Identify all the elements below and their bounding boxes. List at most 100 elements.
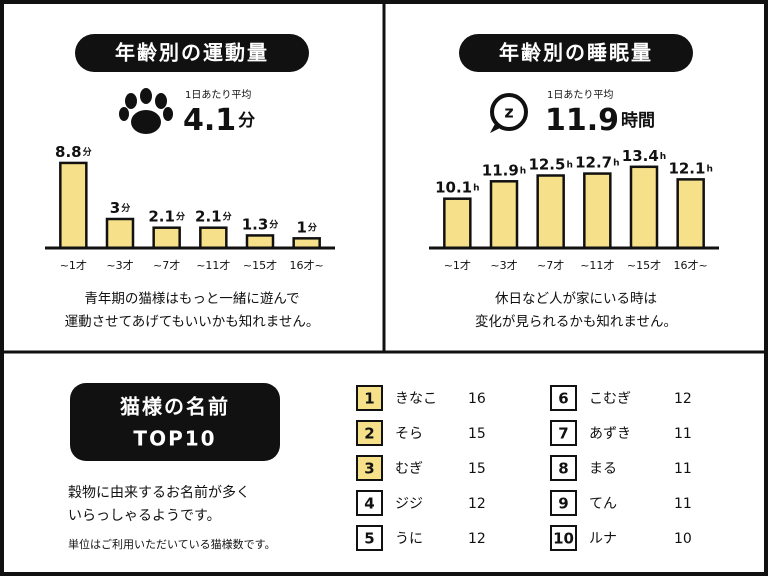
cat-name: そら (395, 426, 423, 442)
bar (199, 226, 228, 250)
value-unit: h (660, 151, 666, 161)
x-tick-label: ~3才 (490, 258, 517, 272)
cat-name: ジジ (395, 496, 423, 512)
rank: 5 (364, 530, 374, 548)
value-label: 12.5h (528, 155, 572, 173)
value: 12.1 (668, 159, 705, 177)
value-label: 12.7h (575, 153, 619, 171)
rank: 1 (364, 390, 374, 408)
value-label: 1.3分 (242, 215, 279, 233)
value-label: 13.4h (622, 146, 666, 164)
caption: 休日など人が家にいる時は (495, 290, 657, 307)
rank-box (550, 490, 577, 516)
value-label: 10.1h (435, 178, 479, 196)
value-unit: 分 (223, 210, 232, 222)
average: 11.9 時間 (545, 103, 655, 138)
average-label: 1日あたり平均 (185, 89, 251, 101)
bar (105, 217, 135, 250)
bar (245, 234, 275, 250)
x-tick-label: ~15才 (627, 258, 661, 272)
rank-box (356, 525, 383, 551)
cat-name: むぎ (395, 461, 423, 477)
rank: 6 (558, 390, 568, 408)
caption: 運動させてあげてもいいかも知れません。 (65, 313, 320, 330)
bar (443, 197, 472, 250)
caption: 青年期の猫様はもっと一緒に遊んで (84, 291, 299, 307)
value: 2.1 (195, 207, 222, 225)
average-unit: 分 (238, 111, 255, 131)
value-unit: 分 (83, 145, 92, 157)
cat-name: まる (589, 461, 617, 477)
x-tick-label: ~15才 (243, 258, 277, 272)
bar (59, 161, 88, 250)
cat-count: 12 (674, 391, 692, 407)
x-tick-label: ~7才 (153, 258, 180, 272)
rank-box (356, 420, 383, 446)
rank-box (356, 490, 383, 516)
value-unit: 分 (308, 221, 317, 233)
cat-count: 11 (674, 461, 692, 477)
names-description: 穀物に由来するお名前が多く (68, 484, 250, 501)
cat-name: あずき (589, 426, 631, 442)
names-note: 単位はご利用いただいている猫様数です。 (68, 537, 276, 551)
rank: 2 (364, 425, 374, 443)
average-value: 11.9 (545, 103, 619, 138)
bar (676, 178, 705, 250)
cat-name: きなこ (395, 391, 437, 407)
value-unit: h (473, 183, 479, 193)
cat-name: ルナ (589, 531, 617, 547)
value: 13.4 (622, 146, 659, 164)
cat-count: 11 (674, 426, 692, 442)
rank-box (356, 385, 383, 411)
cat-name: てん (589, 496, 617, 512)
average-label: 1日あたり平均 (547, 89, 613, 101)
value-label: 2.1分 (195, 207, 232, 225)
bar (629, 165, 659, 250)
names-title: TOP10 (133, 427, 216, 451)
caption: 変化が見られるかも知れません。 (475, 313, 677, 330)
value: 12.7 (575, 153, 612, 171)
value: 1.3 (242, 215, 269, 233)
title-pill (459, 34, 693, 72)
value: 2.1 (148, 207, 175, 225)
x-tick-label: ~1才 (60, 258, 87, 272)
sleep-icon: z (490, 93, 528, 133)
x-tick-label: ~7才 (537, 258, 564, 272)
value-label: 3分 (110, 199, 130, 217)
rank: 8 (558, 460, 568, 478)
value-label: 11.9h (482, 161, 526, 179)
cat-count: 16 (468, 391, 486, 407)
value-label: 8.8分 (55, 142, 92, 160)
bar (536, 174, 565, 250)
cat-count: 15 (468, 461, 486, 477)
value-label: 1分 (296, 218, 316, 236)
x-tick-label: ~11才 (580, 258, 614, 272)
x-tick-label: ~1才 (444, 258, 471, 272)
average-unit: 時間 (621, 110, 655, 131)
rank-box (550, 525, 577, 551)
cat-count: 10 (674, 531, 692, 547)
average: 4.1 分 (183, 103, 255, 138)
chart-title: 年齢別の睡眠量 (499, 41, 653, 65)
value: 8.8 (55, 142, 82, 160)
x-tick-label: ~3才 (106, 258, 133, 272)
rank-box (550, 385, 577, 411)
value-label: 12.1h (668, 159, 712, 177)
value: 1 (296, 218, 306, 236)
cat-count: 12 (468, 531, 486, 547)
value-unit: h (520, 166, 526, 176)
title-pill (75, 34, 309, 72)
value-unit: 分 (176, 210, 185, 222)
x-tick-label: 16才~ (674, 258, 708, 272)
rank-box (356, 455, 383, 481)
cat-count: 15 (468, 426, 486, 442)
bar (152, 226, 181, 250)
bar (583, 172, 612, 250)
bar (489, 180, 519, 250)
rank: 9 (558, 495, 568, 513)
value: 3 (110, 199, 120, 217)
cat-name: うに (395, 531, 423, 547)
x-tick-label: ~11才 (196, 258, 230, 272)
rank-box (550, 455, 577, 481)
